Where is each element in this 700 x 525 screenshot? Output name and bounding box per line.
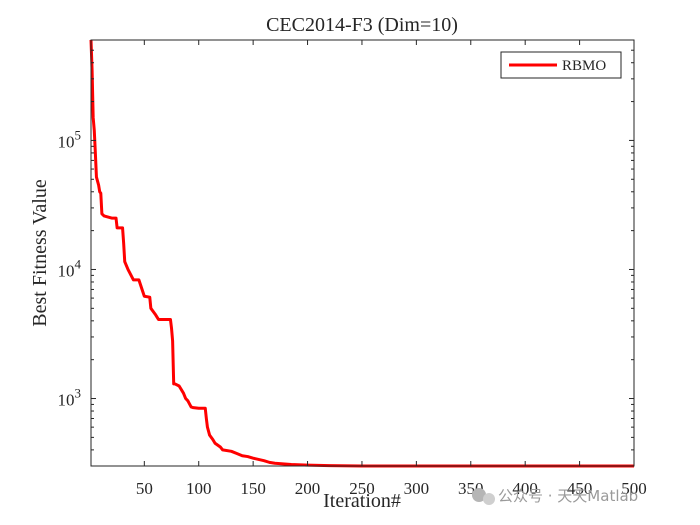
legend-label-rbmo: RBMO [562, 58, 606, 74]
x-tick-label: 150 [240, 479, 266, 498]
x-axis-ticks: 50 100 150 200 250 300 350 400 450 500 [136, 40, 647, 498]
x-tick-label: 300 [404, 479, 430, 498]
series-layer [89, 39, 634, 468]
y-tick-label: 104 [58, 256, 82, 280]
x-tick-label: 400 [512, 479, 538, 498]
x-tick-label: 200 [295, 479, 321, 498]
y-axis-label: Best Fitness Value [29, 179, 51, 327]
chart-title: CEC2014-F3 (Dim=10) [266, 14, 458, 36]
y-tick-label: 103 [58, 386, 82, 410]
watermark-text: 公众号 · 天天Matlab [498, 487, 638, 505]
y-axis-ticks: 103 104 105 [58, 39, 634, 467]
axes-box [90, 39, 635, 467]
x-tick-label: 50 [136, 479, 153, 498]
plot-area [91, 40, 634, 466]
y-tick-label: 105 [58, 127, 82, 151]
series-line-rbmo [89, 39, 634, 468]
watermark: 公众号 · 天天Matlab [472, 487, 638, 505]
x-tick-label: 250 [349, 479, 375, 498]
legend: RBMO [500, 51, 622, 79]
x-axis-label: Iteration# [323, 490, 401, 512]
wechat-icon [472, 488, 495, 505]
x-tick-label: 500 [621, 479, 647, 498]
x-tick-label: 100 [186, 479, 212, 498]
x-tick-label: 450 [567, 479, 593, 498]
